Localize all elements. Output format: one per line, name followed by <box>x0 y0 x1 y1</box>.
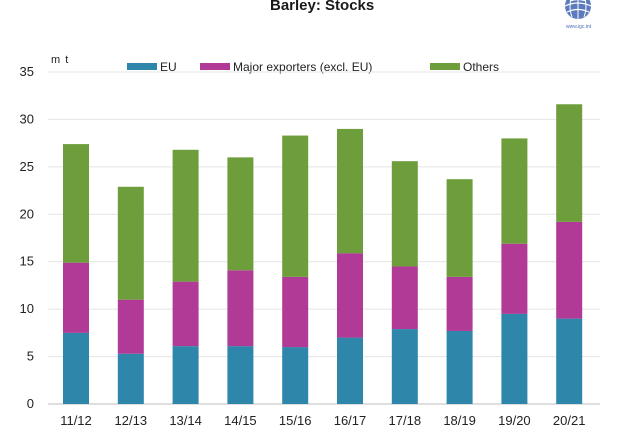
legend-swatch-major-exporters-excl-eu <box>200 63 230 70</box>
chart-legend: EU Major exporters (excl. EU) Others <box>127 60 499 74</box>
bar-segment-others-15-16 <box>282 135 309 277</box>
bar-segment-others-17-18 <box>391 161 418 267</box>
y-axis-ticks: 0 5 10 15 20 25 30 35 <box>20 64 34 411</box>
bar-segment-major-exporters-excl-eu-13-14 <box>172 281 199 347</box>
y-tick-label: 20 <box>20 206 34 221</box>
bar-segment-others-13-14 <box>172 149 199 282</box>
x-tick-label: 12/13 <box>115 413 148 428</box>
y-axis-unit-label: m t <box>51 54 69 66</box>
chart-title: Barley: Stocks <box>270 0 374 14</box>
bar-segment-major-exporters-excl-eu-12-13 <box>117 299 144 354</box>
bar-segment-others-16-17 <box>337 128 363 254</box>
x-tick-label: 15/16 <box>279 413 312 428</box>
bar-segment-eu-18-19 <box>446 330 473 404</box>
bar-segment-major-exporters-excl-eu-17-18 <box>391 266 418 330</box>
bar-segment-eu-15-16 <box>282 347 309 404</box>
bar-segment-others-14-15 <box>227 157 254 271</box>
legend-label: Major exporters (excl. EU) <box>233 60 372 74</box>
bar-segment-major-exporters-excl-eu-16-17 <box>337 253 363 338</box>
bar-segment-major-exporters-excl-eu-18-19 <box>446 276 473 331</box>
logo-url-text: www.igc.int <box>566 24 592 30</box>
bar-segment-others-12-13 <box>117 186 144 300</box>
x-tick-label: 16/17 <box>334 413 367 428</box>
bar-segment-eu-16-17 <box>337 337 363 404</box>
x-tick-label: 11/12 <box>60 413 92 428</box>
legend-swatch-eu <box>127 63 157 70</box>
y-tick-label: 15 <box>20 254 34 269</box>
bar-segment-others-19-20 <box>501 138 528 244</box>
y-tick-label: 25 <box>20 159 34 174</box>
legend-label: Others <box>463 60 499 74</box>
bar-segment-eu-17-18 <box>391 329 418 404</box>
x-tick-label: 18/19 <box>443 413 476 428</box>
bar-segment-eu-20-21 <box>556 318 583 404</box>
x-tick-label: 19/20 <box>498 413 531 428</box>
legend-label: EU <box>160 60 177 74</box>
bar-segment-eu-14-15 <box>227 346 254 404</box>
globe-logo: www.igc.int <box>564 0 592 30</box>
bars <box>63 104 583 404</box>
y-tick-label: 35 <box>20 64 34 79</box>
bar-segment-eu-19-20 <box>501 313 528 404</box>
bar-segment-eu-11-12 <box>63 332 89 404</box>
legend-swatch-others <box>430 63 460 70</box>
bar-segment-eu-13-14 <box>172 346 199 404</box>
bar-segment-major-exporters-excl-eu-11-12 <box>63 262 89 333</box>
y-tick-label: 10 <box>20 301 34 316</box>
bar-segment-eu-12-13 <box>117 353 144 404</box>
bar-segment-major-exporters-excl-eu-15-16 <box>282 276 309 348</box>
bar-segment-major-exporters-excl-eu-14-15 <box>227 270 254 347</box>
x-axis-ticks: 11/12 12/13 13/14 14/15 15/16 16/17 17/18 18/19… <box>60 413 585 428</box>
y-tick-label: 5 <box>27 349 34 364</box>
bar-segment-others-11-12 <box>63 144 89 263</box>
y-tick-label: 30 <box>20 111 34 126</box>
y-tick-label: 0 <box>27 396 34 411</box>
x-tick-label: 14/15 <box>224 413 257 428</box>
x-tick-label: 13/14 <box>169 413 202 428</box>
bar-segment-others-20-21 <box>556 104 583 222</box>
x-tick-label: 17/18 <box>389 413 422 428</box>
bar-segment-others-18-19 <box>446 179 473 277</box>
x-tick-label: 20/21 <box>553 413 586 428</box>
bar-segment-major-exporters-excl-eu-19-20 <box>501 243 528 314</box>
bar-segment-major-exporters-excl-eu-20-21 <box>556 221 583 319</box>
